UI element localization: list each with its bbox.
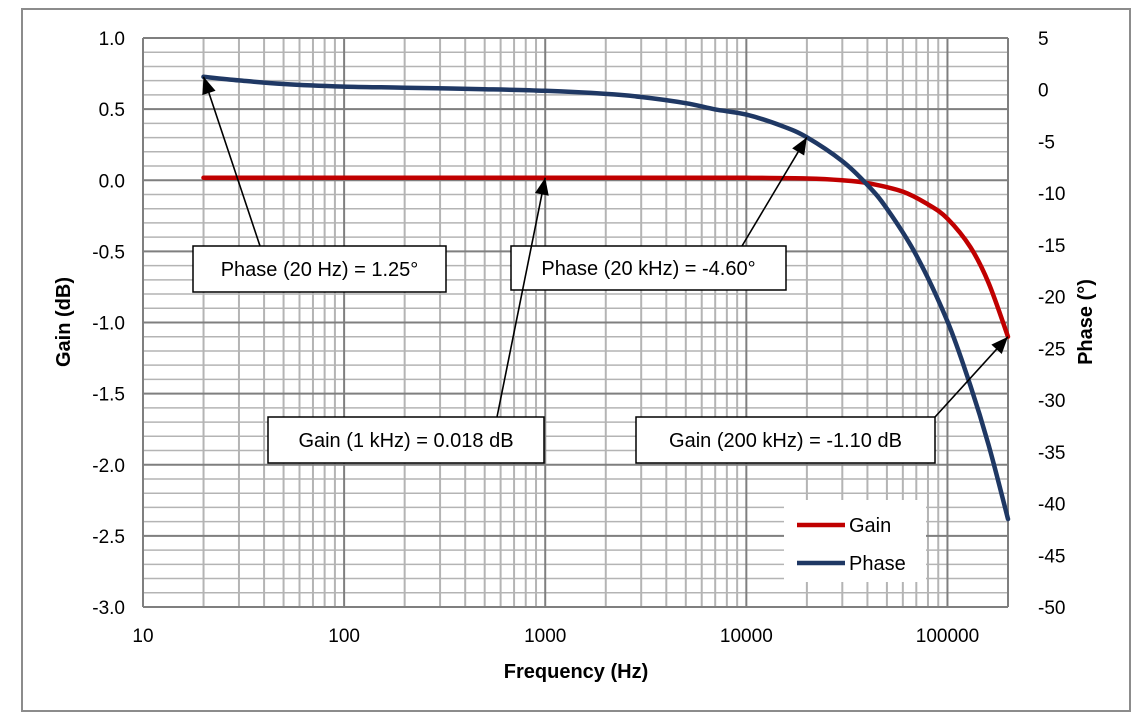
annotation-label: Phase (20 kHz) = -4.60° — [541, 258, 755, 280]
y-tick-label: -1.5 — [92, 385, 125, 406]
y-axis-title: Gain (dB) — [53, 277, 75, 367]
y-tick-label: -1.0 — [92, 314, 125, 335]
y2-tick-label: -25 — [1038, 339, 1065, 360]
y2-tick-label: -35 — [1038, 443, 1065, 464]
x-tick-label: 1000 — [524, 626, 566, 647]
annotation-label: Phase (20 Hz) = 1.25° — [221, 259, 419, 281]
annotation: Phase (20 Hz) = 1.25° — [192, 76, 447, 293]
annotation-arrowhead — [792, 137, 807, 156]
legend-label-gain: Gain — [849, 515, 891, 537]
annotation-arrow-line — [741, 136, 808, 247]
annotation-box — [635, 416, 936, 464]
x-axis-title: Frequency (Hz) — [504, 661, 648, 683]
y2-tick-label: -40 — [1038, 495, 1065, 516]
y-tick-label: 0.5 — [99, 100, 125, 121]
y2-axis-title: Phase (°) — [1075, 279, 1097, 365]
y2-tick-label: -5 — [1038, 132, 1055, 153]
series-line-gain — [201, 175, 1011, 339]
y-tick-label: -2.0 — [92, 456, 125, 477]
annotation-arrow-line — [202, 76, 261, 247]
annotation-arrow-line — [496, 177, 547, 418]
y2-tick-label: -30 — [1038, 391, 1065, 412]
annotation: Phase (20 kHz) = -4.60° — [510, 136, 808, 291]
y-tick-label: -0.5 — [92, 242, 125, 263]
y-tick-label: -3.0 — [92, 598, 125, 619]
y2-tick-label: -15 — [1038, 236, 1065, 257]
y2-tick-label: 5 — [1038, 29, 1049, 50]
annotation-box — [267, 416, 545, 464]
chart-frame — [21, 8, 1131, 712]
annotation-box — [510, 245, 787, 291]
legend-background — [784, 500, 926, 582]
y2-tick-label: -45 — [1038, 546, 1065, 567]
annotation: Gain (200 kHz) = -1.10 dB — [635, 336, 1009, 464]
y-tick-label: -2.5 — [92, 527, 125, 548]
annotation: Gain (1 kHz) = 0.018 dB — [267, 177, 549, 464]
annotation-box — [192, 245, 447, 293]
x-tick-label: 10 — [132, 626, 153, 647]
ticks-layer: 10 100 1000 10000 100000 1.0 0.5 0.0 -0.5 -1.0 -1.… — [92, 29, 1065, 647]
annotation-arrowhead — [202, 76, 216, 96]
x-tick-label: 10000 — [720, 626, 773, 647]
legend: Gain Phase — [784, 500, 926, 582]
x-tick-label: 100000 — [916, 626, 979, 647]
annotation-arrowhead — [535, 177, 549, 196]
y2-tick-label: 0 — [1038, 81, 1049, 102]
y2-tick-label: -20 — [1038, 288, 1065, 309]
annotation-label: Gain (1 kHz) = 0.018 dB — [298, 430, 513, 452]
series-line-phase — [201, 74, 1011, 522]
y2-tick-label: -50 — [1038, 598, 1065, 619]
annotation-arrowhead — [991, 336, 1008, 355]
annotation-label: Gain (200 kHz) = -1.10 dB — [669, 430, 902, 452]
annotations-layer: Phase (20 Hz) = 1.25° Phase (20 kHz) = -4… — [192, 76, 1009, 464]
y-tick-label: 1.0 — [99, 29, 125, 50]
annotation-arrow-line — [934, 336, 1009, 418]
y-tick-label: 0.0 — [99, 171, 125, 192]
x-tick-label: 100 — [328, 626, 360, 647]
series-layer — [201, 74, 1011, 522]
legend-label-phase: Phase — [849, 553, 906, 575]
y2-tick-label: -10 — [1038, 184, 1065, 205]
